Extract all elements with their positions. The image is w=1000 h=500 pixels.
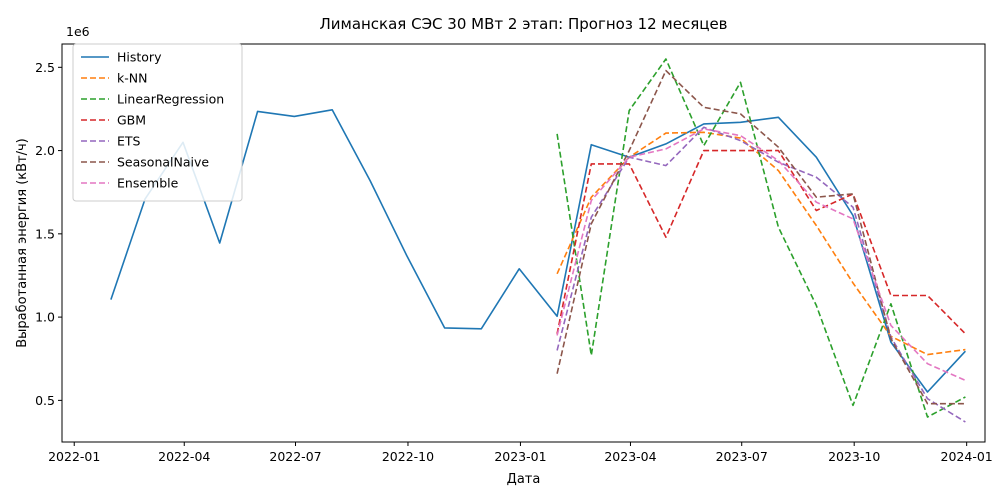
- y-tick-label: 2.5: [35, 60, 55, 75]
- series-line-ensemble: [556, 128, 966, 382]
- x-axis-label: Дата: [507, 472, 541, 487]
- y-tick-label: 1.5: [35, 226, 55, 241]
- x-tick-label: 2024-01: [941, 449, 993, 464]
- x-tick-label: 2022-01: [48, 449, 100, 464]
- legend-label: ETS: [117, 134, 141, 149]
- legend-label: GBM: [117, 113, 146, 128]
- y-axis-label: Выработанная энергия (кВт/ч): [15, 138, 30, 348]
- series-line-history: [110, 109, 966, 393]
- y-axis: 0.5 1.0 1.5 2.0 2.5: [35, 60, 62, 408]
- plot-frame: [61, 43, 986, 443]
- y-tick-label: 2.0: [35, 143, 55, 158]
- x-tick-label: 2022-07: [269, 449, 321, 464]
- plot-marks: [110, 58, 966, 423]
- legend: History k-NN LinearRegression GBM ETS Seasona…: [72, 43, 243, 202]
- legend-label: Ensemble: [117, 176, 179, 191]
- series-line-ets: [556, 126, 966, 423]
- legend-label: k-NN: [117, 71, 147, 86]
- legend-label: History: [117, 50, 162, 65]
- x-tick-label: 2022-04: [158, 449, 210, 464]
- y-tick-label: 1.0: [35, 310, 55, 325]
- legend-label: LinearRegression: [117, 92, 224, 107]
- series-line-seasonalnaive: [556, 69, 966, 405]
- x-tick-label: 2023-01: [494, 449, 546, 464]
- x-tick-label: 2023-04: [604, 449, 656, 464]
- series-line-gbm: [556, 149, 966, 335]
- x-tick-label: 2022-10: [382, 449, 434, 464]
- legend-label: SeasonalNaive: [117, 155, 209, 170]
- y-tick-label: 0.5: [35, 393, 55, 408]
- y-axis-offset-label: 1e6: [66, 24, 90, 39]
- chart-title: Лиманская СЭС 30 МВт 2 этап: Прогноз 12 …: [319, 15, 727, 33]
- x-axis: 2022-01 2022-04 2022-07 2022-10 2023-01 2023-…: [48, 442, 993, 464]
- x-tick-label: 2023-10: [828, 449, 880, 464]
- series-line-linearregression: [556, 58, 966, 418]
- x-tick-label: 2023-07: [716, 449, 768, 464]
- legend-box: [72, 43, 243, 202]
- series-line-k-nn: [556, 131, 966, 356]
